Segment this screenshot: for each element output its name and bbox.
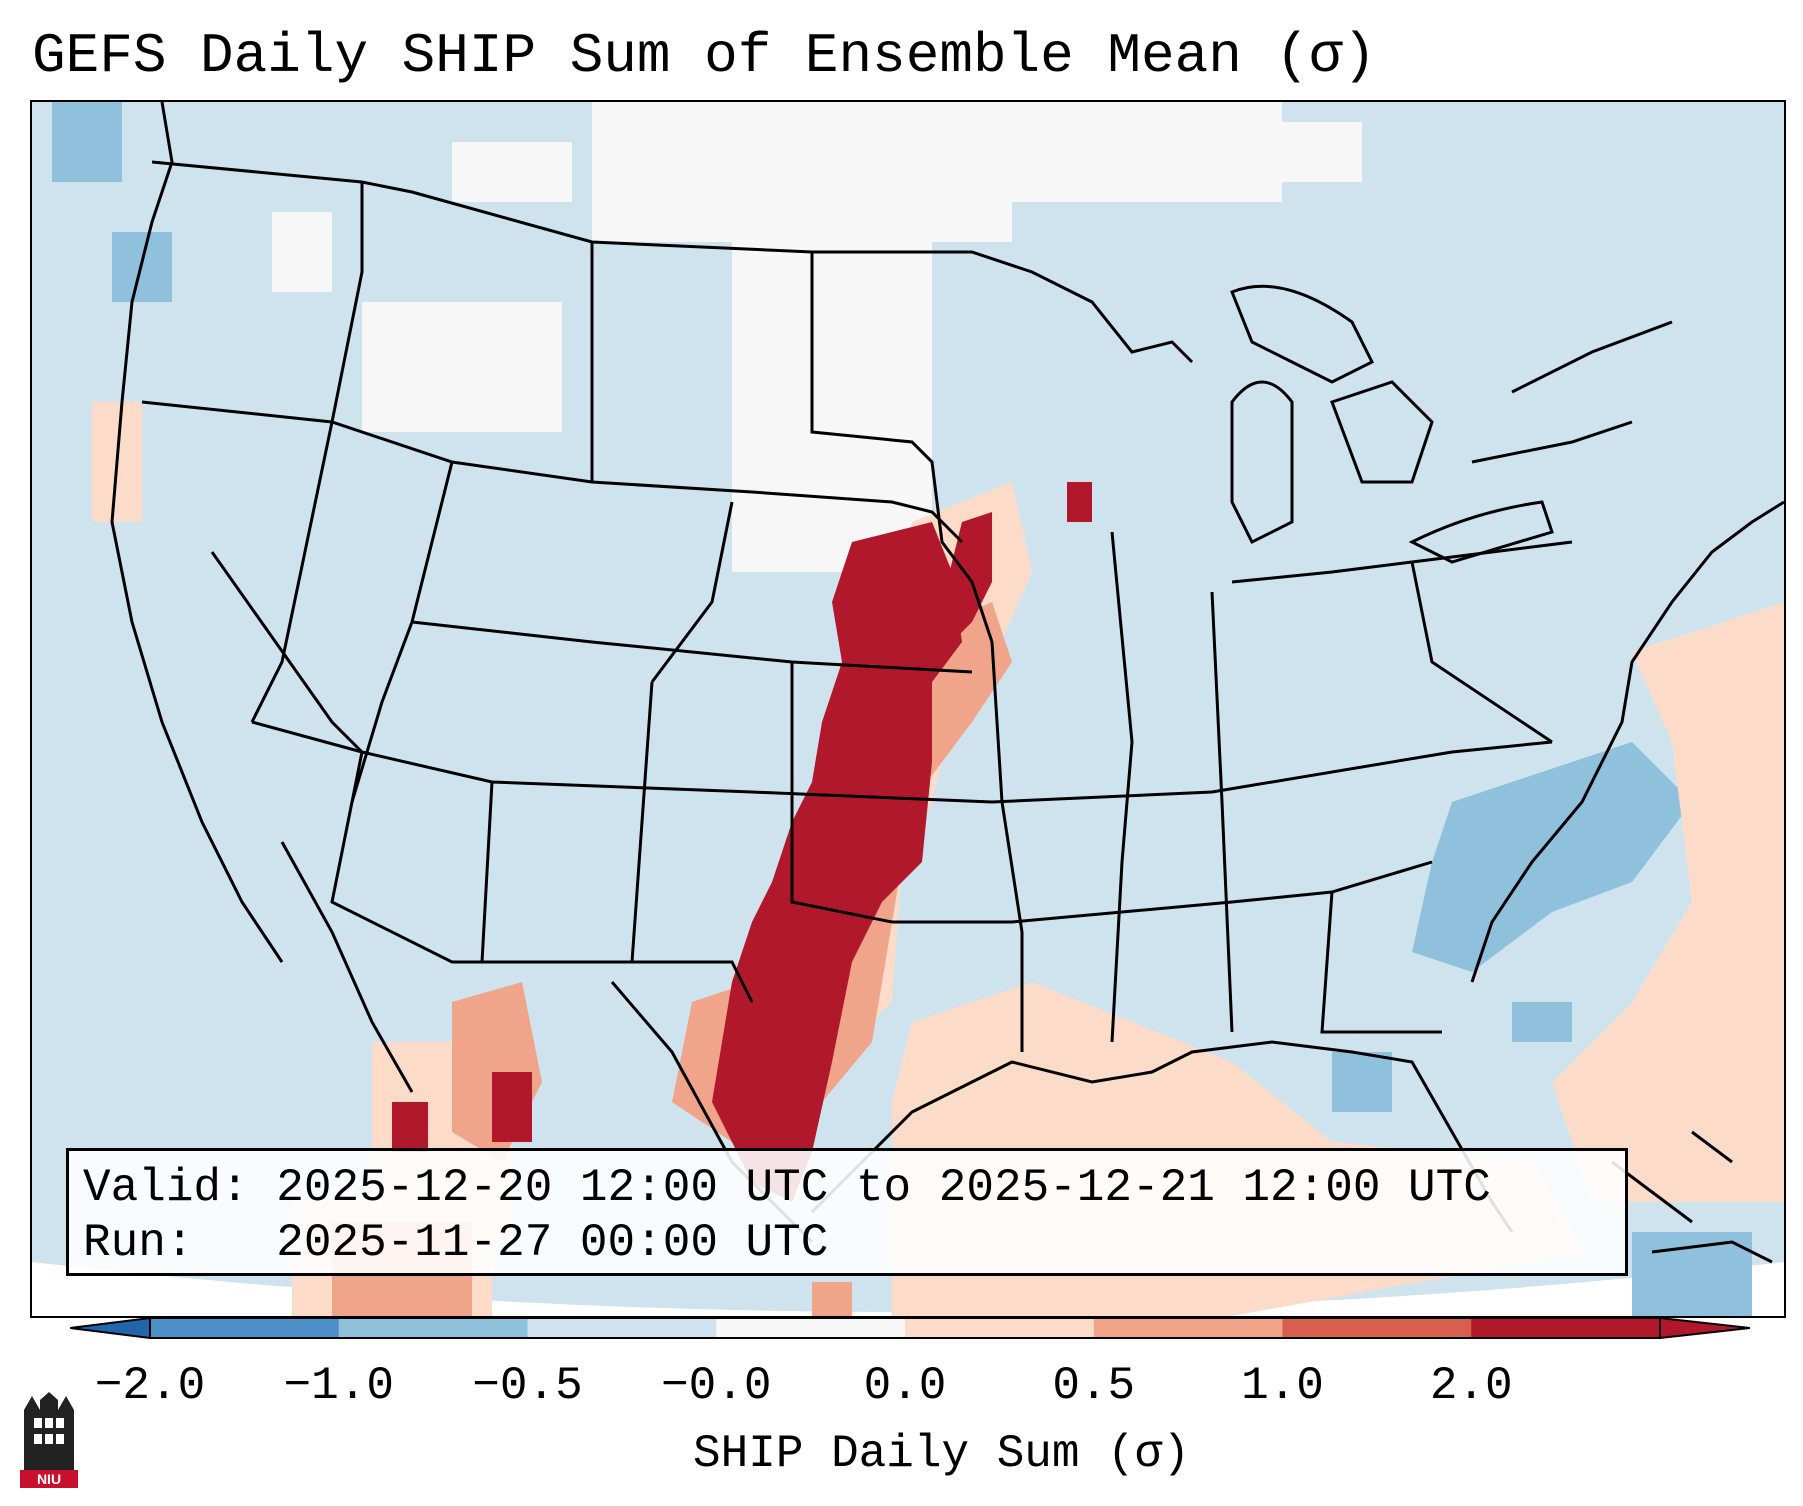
map-canvas	[32, 102, 1784, 1316]
colorbar-tick-label: 1.0	[1241, 1360, 1324, 1412]
valid-run-info-box: Valid: 2025-12-20 12:00 UTC to 2025-12-2…	[66, 1148, 1628, 1276]
colorbar-tick-label: −2.0	[94, 1360, 206, 1412]
colorbar-segment	[716, 1318, 906, 1338]
colorbar-label: SHIP Daily Sum (σ)	[693, 1428, 1190, 1480]
colorbar-segment	[527, 1318, 717, 1338]
colorbar-segment	[150, 1318, 340, 1338]
run-row: Run: 2025-11-27 00:00 UTC	[83, 1216, 1611, 1271]
colorbar-tick-label: −0.0	[661, 1360, 772, 1412]
chart-title: GEFS Daily SHIP Sum of Ensemble Mean (σ)	[32, 24, 1377, 88]
colorbar-segment	[1093, 1318, 1283, 1338]
colorbar-segment	[1471, 1318, 1661, 1338]
colorbar-segment	[905, 1318, 1095, 1338]
state-boundaries	[141, 160, 1673, 1052]
colorbar-tick-label: 2.0	[1429, 1360, 1513, 1412]
niu-castle-logo-icon: NIU	[20, 1392, 78, 1488]
colorbar-under-arrow	[70, 1316, 151, 1340]
colorbar-over-arrow	[1659, 1316, 1750, 1340]
colorbar-segments	[150, 1318, 1661, 1338]
map-panel	[30, 100, 1786, 1318]
colorbar-tick-label: −1.0	[283, 1360, 394, 1412]
colorbar	[70, 1316, 1750, 1340]
colorbar-frame	[149, 1317, 1661, 1339]
near-zero-anomaly-areas	[272, 102, 1362, 572]
valid-value: 2025-12-20 12:00 UTC to 2025-12-21 12:00…	[276, 1162, 1491, 1214]
valid-label: Valid:	[83, 1162, 249, 1214]
colorbar-segment	[338, 1318, 528, 1338]
colorbar-tick-label: 0.5	[1052, 1360, 1136, 1412]
colorbar-tick-label: −0.5	[472, 1360, 583, 1412]
run-label: Run:	[83, 1217, 194, 1269]
run-value: 2025-11-27 00:00 UTC	[276, 1217, 829, 1269]
niu-logo-text: NIU	[37, 1471, 61, 1487]
valid-row: Valid: 2025-12-20 12:00 UTC to 2025-12-2…	[83, 1161, 1611, 1216]
colorbar-segment	[1282, 1318, 1472, 1338]
colorbar-tick-label: 0.0	[863, 1360, 947, 1412]
